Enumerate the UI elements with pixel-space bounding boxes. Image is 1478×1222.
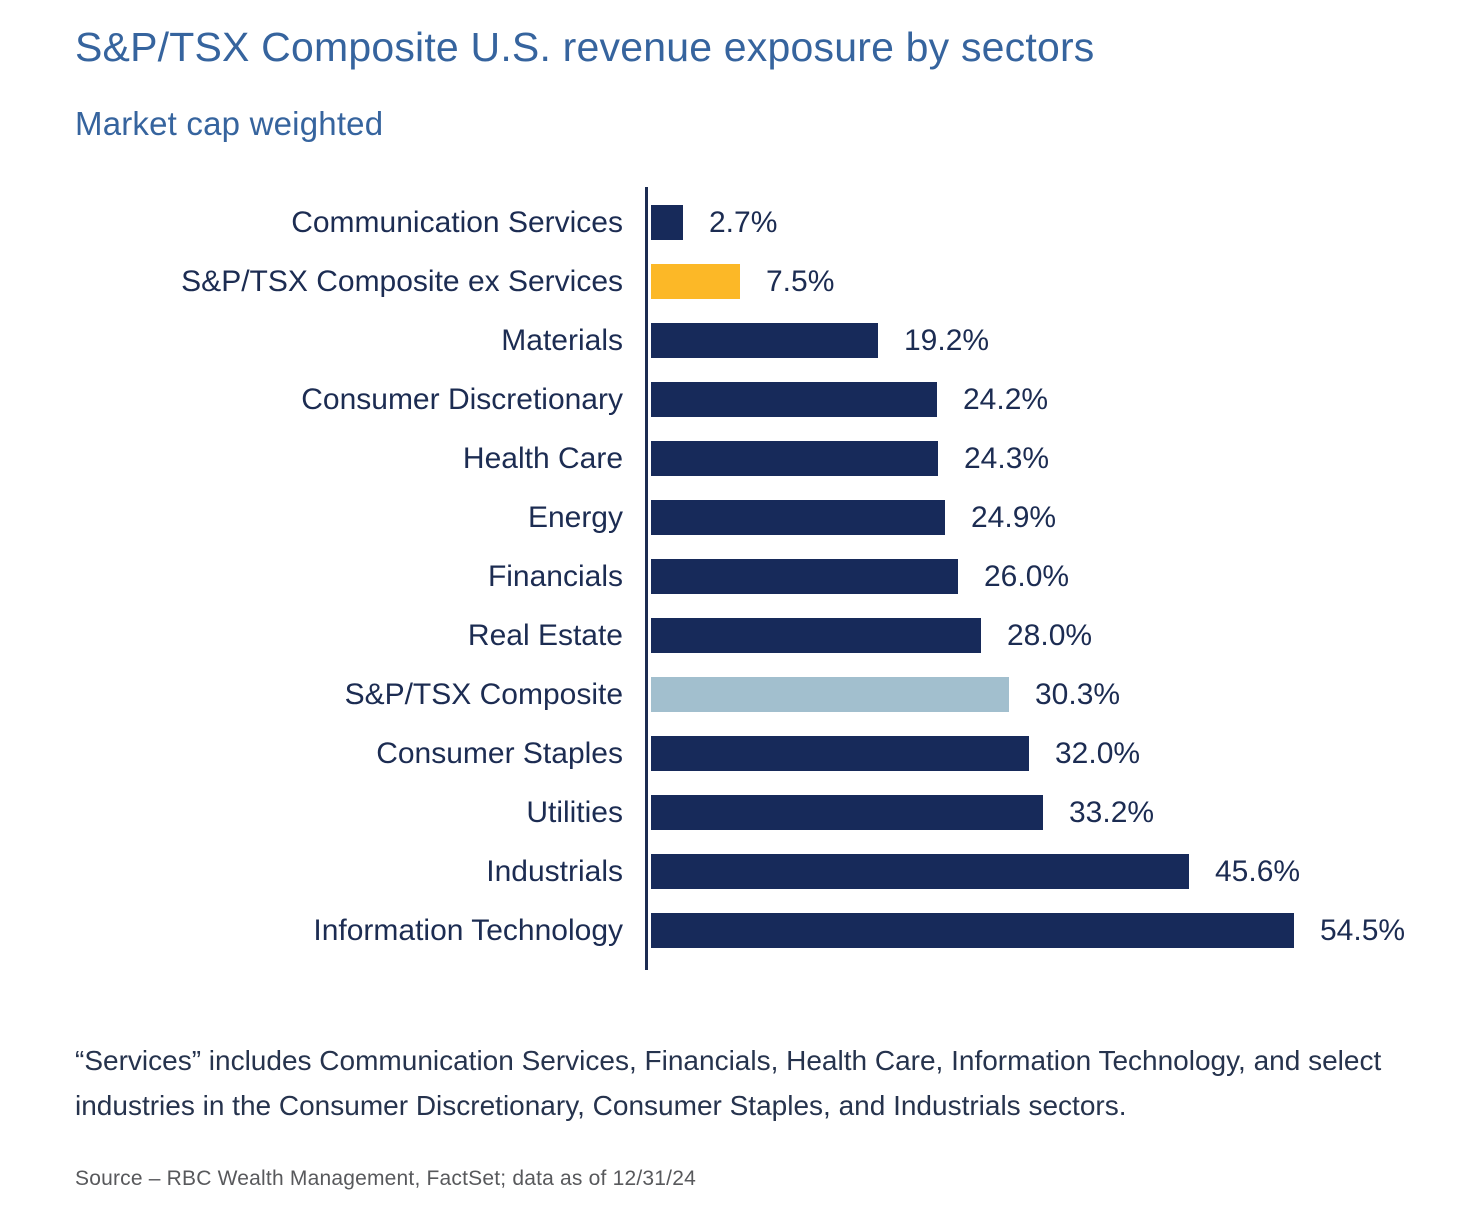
bar-cell: 24.3% [648,429,1435,488]
bar-cell: 45.6% [648,842,1435,901]
chart-row: Financials 26.0% [75,547,1435,606]
chart-row: Health Care 24.3% [75,429,1435,488]
chart-row: Utilities 33.2% [75,783,1435,842]
category-label: S&P/TSX Composite ex Services [181,264,623,298]
bar [651,677,1009,712]
value-label: 24.2% [963,382,1049,416]
chart-title: S&P/TSX Composite U.S. revenue exposure … [75,24,1095,70]
bar-cell: 24.9% [648,488,1435,547]
chart-row: Energy 24.9% [75,488,1435,547]
footnote: “Services” includes Communication Servic… [75,1045,1382,1122]
chart-row: Industrials 45.6% [75,842,1435,901]
bar-cell: 30.3% [648,665,1435,724]
value-label: 32.0% [1055,736,1141,770]
value-label: 28.0% [1007,618,1093,652]
value-label: 2.7% [709,205,778,239]
category-label: Industrials [486,854,623,888]
chart-row: Consumer Discretionary 24.2% [75,370,1435,429]
category-label: S&P/TSX Composite [344,677,623,711]
bar [651,618,981,653]
category-label: Energy [527,500,623,534]
category-label: Consumer Staples [376,736,623,770]
chart-row: Consumer Staples 32.0% [75,724,1435,783]
category-label: Financials [487,559,623,593]
bar [651,913,1294,948]
bar [651,323,878,358]
bar [651,441,938,476]
bar [651,500,945,535]
bar-cell: 32.0% [648,724,1435,783]
category-label: Information Technology [313,913,623,947]
value-label: 19.2% [904,323,990,357]
bar-cell: 7.5% [648,252,1435,311]
bar [651,736,1029,771]
value-label: 30.3% [1035,677,1121,711]
bar [651,264,740,299]
source-note: Source – RBC Wealth Management, FactSet;… [75,1166,696,1190]
value-label: 26.0% [984,559,1070,593]
bar [651,205,683,240]
category-label: Real Estate [467,618,623,652]
bar [651,854,1189,889]
category-label: Utilities [526,795,623,829]
chart-row: Communication Services 2.7% [75,193,1435,252]
chart-subtitle: Market cap weighted [75,105,384,142]
bar [651,382,937,417]
bar-cell: 54.5% [648,901,1435,960]
value-label: 54.5% [1320,913,1406,947]
bar-chart: Communication Services 2.7% S&P/TSX Compos… [75,187,1435,970]
chart-row: S&P/TSX Composite ex Services 7.5% [75,252,1435,311]
bar [651,559,958,594]
category-label: Health Care [462,441,623,475]
bar-cell: 24.2% [648,370,1435,429]
chart-row: Materials 19.2% [75,311,1435,370]
value-label: 24.9% [971,500,1057,534]
bar [651,795,1043,830]
bar-cell: 33.2% [648,783,1435,842]
bar-cell: 19.2% [648,311,1435,370]
value-label: 7.5% [766,264,835,298]
chart-row: S&P/TSX Composite 30.3% [75,665,1435,724]
category-label: Materials [501,323,623,357]
bar-cell: 28.0% [648,606,1435,665]
category-label: Consumer Discretionary [301,382,623,416]
value-label: 33.2% [1069,795,1155,829]
value-label: 24.3% [964,441,1050,475]
bar-cell: 2.7% [648,193,1435,252]
bar-cell: 26.0% [648,547,1435,606]
chart-row: Real Estate 28.0% [75,606,1435,665]
category-label: Communication Services [291,205,623,239]
value-label: 45.6% [1215,854,1301,888]
y-axis-line [645,187,648,970]
chart-row: Information Technology 54.5% [75,901,1435,960]
